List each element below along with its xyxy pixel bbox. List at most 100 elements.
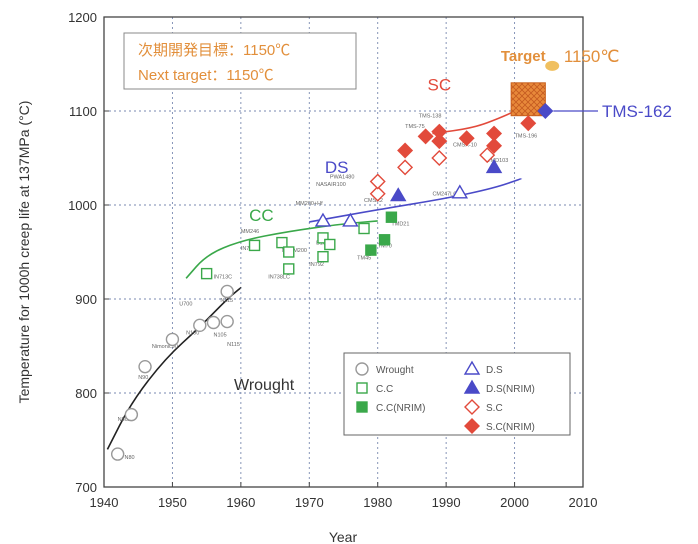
point-s-c-nrim- xyxy=(486,137,503,154)
x-axis-label: Year xyxy=(329,529,358,544)
point-d-s xyxy=(314,212,332,227)
point-s-c-nrim- xyxy=(458,130,475,147)
alloy-label: N100 xyxy=(186,331,199,337)
point-s-c-nrim- xyxy=(417,128,434,145)
point-c-c xyxy=(276,236,288,249)
x-tick-label: 1960 xyxy=(226,495,255,510)
point-wrought xyxy=(220,284,234,299)
x-tick-label: 2010 xyxy=(569,495,598,510)
legend-marker xyxy=(463,379,481,394)
y-axis-label: Temperature for 1000h creep life at 137M… xyxy=(16,101,32,404)
alloy-label: CM247LC xyxy=(432,192,457,198)
alloy-label: TMS-138 xyxy=(419,114,442,120)
alloy-label: TM70 xyxy=(378,243,392,249)
legend-label: C.C(NRIM) xyxy=(376,403,425,414)
legend-label: Wrought xyxy=(376,365,414,376)
point-s-c xyxy=(479,147,496,164)
alloy-label: IN738 xyxy=(241,246,256,252)
alloy-label: CMSX2 xyxy=(364,198,383,204)
point-c-c-nrim- xyxy=(365,244,377,256)
alloy-label: N80A xyxy=(118,417,132,423)
point-s-c xyxy=(369,185,386,202)
annotation-line-1: 次期開発目標：1150℃ xyxy=(138,42,290,59)
group-label-sc: SC xyxy=(427,75,451,94)
point-s-c xyxy=(369,173,386,190)
y-tick-label: 800 xyxy=(75,386,97,401)
point-wrought xyxy=(110,447,125,461)
alloy-label: N90 xyxy=(138,375,148,381)
point-wrought xyxy=(220,314,234,329)
point-s-c-nrim- xyxy=(431,133,448,150)
legend-marker xyxy=(464,418,480,434)
alloy-label: IN738LC xyxy=(268,274,290,280)
legend: Wrought C.C C.C(NRIM) D.S D.S(NRIM) S.C S.C(NR… xyxy=(343,352,571,436)
y-tick-label: 700 xyxy=(75,480,97,495)
point-c-c xyxy=(317,232,329,244)
alloy-label: PWA1480 xyxy=(330,175,355,181)
point-s-c-nrim- xyxy=(486,125,503,142)
x-tick-label: 1980 xyxy=(363,495,392,510)
target-label: Target xyxy=(501,48,546,65)
legend-marker xyxy=(463,360,481,375)
alloy-label: N80 xyxy=(125,455,135,461)
alloy-label: TMS-196 xyxy=(515,133,538,139)
point-d-s-nrim- xyxy=(485,159,503,174)
point-wrought xyxy=(193,318,207,333)
trend-curve-wrought xyxy=(106,287,242,450)
alloy-label: TM45 xyxy=(357,256,371,262)
group-label-cc: CC xyxy=(249,206,274,225)
point-s-c xyxy=(397,159,414,176)
point-c-c xyxy=(283,263,295,275)
group-label-wrought: Wrought xyxy=(234,377,295,394)
alloy-label: N105 xyxy=(213,333,226,339)
point-d-s xyxy=(451,184,469,199)
trend-curve-ds xyxy=(309,177,522,223)
legend-marker xyxy=(356,401,368,413)
legend-marker xyxy=(355,362,369,376)
point-c-c xyxy=(317,250,329,263)
legend-frame xyxy=(343,352,571,436)
legend-label: D.S xyxy=(486,365,503,376)
plot-frame xyxy=(103,16,584,488)
point-c-c xyxy=(200,267,213,280)
x-tick-label: 1970 xyxy=(295,495,324,510)
group-labels: SC DS CC Wrought xyxy=(234,75,451,394)
target-marker xyxy=(545,60,560,71)
point-tms162 xyxy=(537,103,554,119)
point-s-c xyxy=(431,150,448,166)
alloy-label: TMS-75 xyxy=(405,124,425,130)
point-wrought xyxy=(138,359,152,374)
point-c-c xyxy=(358,222,370,235)
legend-marker xyxy=(356,382,368,394)
annotation-frame xyxy=(123,32,357,90)
alloy-label: TMD21 xyxy=(391,222,409,228)
alloy-label: IN792 xyxy=(309,262,324,268)
legend-label: S.C xyxy=(486,403,503,414)
point-d-s xyxy=(342,212,359,227)
point-s-c-nrim- xyxy=(520,115,537,132)
alloy-label: IN713C xyxy=(213,274,232,280)
x-tick-label: 2000 xyxy=(500,495,529,510)
point-wrought xyxy=(124,407,139,422)
point-c-c xyxy=(283,246,295,258)
legend-label: S.C(NRIM) xyxy=(486,422,535,433)
tms162-label: TMS-162 xyxy=(602,102,672,121)
point-wrought xyxy=(165,332,180,347)
y-tick-label: 1100 xyxy=(69,104,97,119)
target-value-label: 1150℃ xyxy=(564,47,620,66)
group-label-ds: DS xyxy=(325,158,349,177)
alloy-label: N115 xyxy=(220,298,233,304)
point-c-c xyxy=(324,238,336,251)
trend-curve-cc xyxy=(185,220,378,279)
point-wrought xyxy=(206,315,221,330)
x-tick-label: 1940 xyxy=(90,495,119,510)
point-s-c-nrim- xyxy=(397,142,414,159)
data-points xyxy=(110,103,554,461)
alloy-label: MM246 xyxy=(241,229,259,235)
x-tick-label: 1990 xyxy=(432,495,461,510)
y-axis-ticks: 700 800 900 1000 1100 1200 xyxy=(68,10,109,495)
point-d-s-nrim- xyxy=(390,187,407,202)
y-tick-label: 1200 xyxy=(68,10,97,25)
point-c-c xyxy=(248,239,261,252)
target-layer: Target 1150℃ TMS-162 xyxy=(501,47,672,121)
